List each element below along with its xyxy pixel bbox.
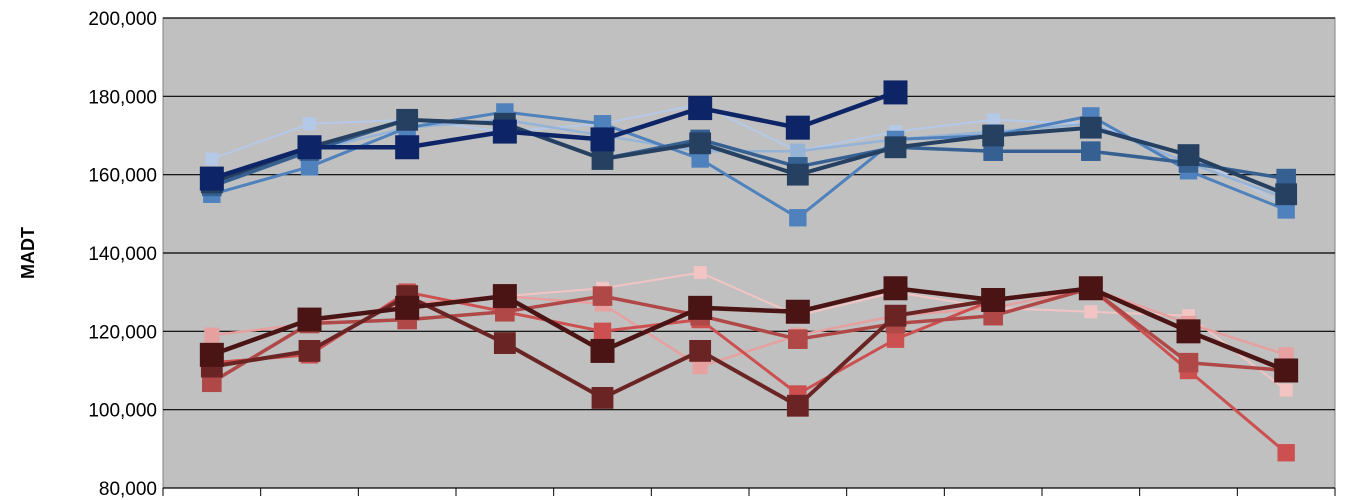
data-point [590, 127, 615, 152]
y-tick-label: 140,000 [88, 244, 157, 265]
data-point [785, 299, 810, 324]
y-tick-label: 180,000 [88, 87, 157, 108]
data-point [395, 295, 420, 320]
series-line [211, 286, 1288, 373]
data-point [1081, 141, 1101, 161]
data-point [1275, 183, 1298, 206]
data-point [300, 158, 319, 176]
data-point [986, 113, 1000, 127]
data-point [298, 340, 321, 362]
series-group [199, 80, 1299, 462]
data-point [691, 150, 709, 168]
data-point [1079, 116, 1102, 139]
data-point [1277, 444, 1295, 462]
series-line [211, 90, 897, 181]
y-tick-label: 120,000 [88, 322, 157, 343]
data-point [883, 80, 908, 105]
data-point [492, 119, 517, 144]
data-point [592, 286, 613, 306]
data-point [981, 288, 1006, 312]
series-6 [199, 80, 908, 191]
data-point [1178, 352, 1199, 373]
data-point [204, 327, 220, 343]
data-point [789, 209, 807, 227]
series-line [210, 286, 1287, 384]
data-point [788, 329, 808, 349]
data-point [884, 136, 907, 159]
data-point [1078, 276, 1103, 301]
data-point [786, 163, 809, 186]
data-point [396, 108, 419, 131]
series-12 [199, 276, 1299, 383]
data-point [883, 276, 908, 301]
data-point [493, 332, 516, 354]
data-point [590, 338, 615, 363]
y-tick-label: 100,000 [88, 401, 157, 422]
data-point [689, 340, 712, 362]
data-point [884, 304, 907, 327]
data-point [199, 342, 224, 367]
data-point [591, 148, 614, 170]
y-axis-tick-labels: 80,000 100,000 120,000 140,000 160,000 180,00… [88, 9, 157, 500]
data-point [593, 322, 612, 341]
data-point [1177, 144, 1200, 166]
data-point [982, 124, 1005, 147]
x-axis-ticks [162, 488, 1336, 496]
data-point [1277, 201, 1295, 219]
data-point [693, 266, 707, 280]
data-point [1279, 383, 1293, 397]
data-point [786, 394, 809, 417]
data-point [692, 358, 708, 375]
y-tick-label: 80,000 [99, 479, 157, 500]
series-line [211, 110, 1287, 220]
data-point [1274, 358, 1299, 383]
y-tick-label: 200,000 [88, 9, 157, 30]
series-line [211, 117, 1287, 197]
data-point [688, 295, 713, 320]
y-tick-label: 160,000 [88, 166, 157, 187]
data-point [886, 330, 905, 348]
data-point [591, 387, 614, 409]
y-axis-title: MADT [18, 227, 38, 279]
data-point [297, 307, 322, 332]
data-point [303, 117, 316, 131]
data-point [492, 284, 517, 309]
data-point [199, 166, 224, 191]
data-point [205, 152, 219, 166]
data-point [1176, 319, 1201, 344]
data-point [790, 143, 806, 159]
data-point [785, 115, 810, 140]
data-point [1084, 305, 1098, 319]
data-point [395, 135, 420, 160]
data-point [689, 132, 712, 155]
data-point [297, 135, 322, 160]
data-point [688, 96, 713, 121]
